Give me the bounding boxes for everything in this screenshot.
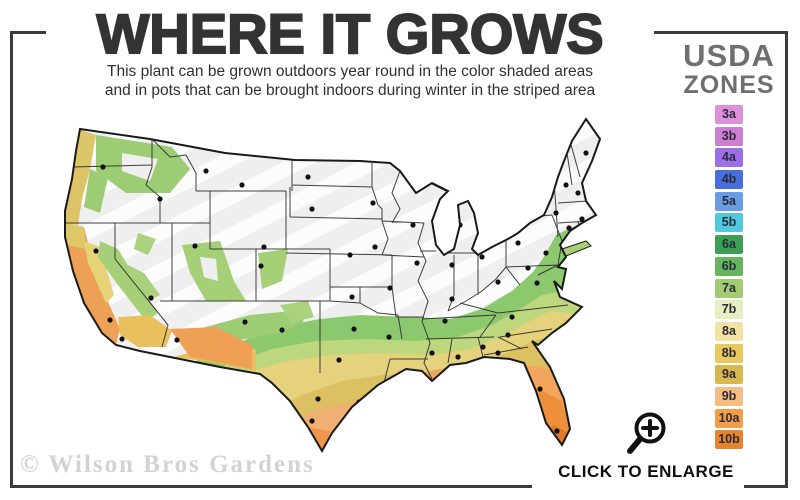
zone-swatch-5b: 5b — [715, 213, 743, 233]
magnifier-plus-icon[interactable] — [617, 408, 675, 460]
frame-left-border — [10, 31, 13, 488]
city-dots — [93, 150, 589, 434]
subtitle-line-2: and in pots that can be brought indoors … — [104, 82, 596, 99]
frame-top-left-segment — [10, 31, 46, 34]
zone-swatch-9a: 9a — [715, 365, 743, 385]
subtitle: This plant can be grown outdoors year ro… — [0, 62, 700, 100]
zone-swatch-6b: 6b — [715, 256, 743, 276]
page-title: WHERE IT GROWS — [95, 1, 604, 66]
frame-bottom-right-segment — [744, 485, 788, 488]
usda-zone-map[interactable] — [20, 105, 660, 470]
zone-swatch-10b: 10b — [715, 430, 743, 450]
zone-swatch-7b: 7b — [715, 300, 743, 320]
zone-swatch-10a: 10a — [715, 408, 743, 428]
zone-swatch-5a: 5a — [715, 191, 743, 211]
click-to-enlarge[interactable]: CLICK TO ENLARGE — [540, 408, 752, 482]
zone-swatch-6a: 6a — [715, 235, 743, 255]
frame-bottom-left-segment — [10, 485, 532, 488]
frame-right-border — [785, 31, 788, 488]
zone-list: 3a 3b 4a 4b 5a 5b 6a 6b 7a 7b 8a 8b 9a 9b 10a 10b — [677, 105, 781, 450]
zone-swatch-8a: 8a — [715, 321, 743, 341]
zone-swatch-3a: 3a — [715, 105, 743, 124]
zone-swatch-9b: 9b — [715, 386, 743, 406]
zone-swatch-4b: 4b — [715, 170, 743, 190]
click-to-enlarge-label[interactable]: CLICK TO ENLARGE — [558, 462, 734, 481]
usda-zones-legend: USDA ZONES 3a 3b 4a 4b 5a 5b 6a 6b 7a 7b 8a 8b 9a 9b 1… — [677, 40, 781, 452]
zone-swatch-3b: 3b — [715, 126, 743, 146]
legend-title-zones: ZONES — [683, 71, 775, 99]
long-island — [561, 240, 592, 257]
zone-swatch-4a: 4a — [715, 148, 743, 168]
zone-swatch-8b: 8b — [715, 343, 743, 363]
frame-top-right-segment — [654, 31, 788, 34]
subtitle-line-1: This plant can be grown outdoors year ro… — [107, 63, 593, 80]
west-coast-zones — [65, 129, 314, 371]
watermark: © Wilson Bros Gardens — [20, 451, 315, 478]
legend-title-usda: USDA — [683, 38, 775, 73]
zone-swatch-7a: 7a — [715, 278, 743, 298]
